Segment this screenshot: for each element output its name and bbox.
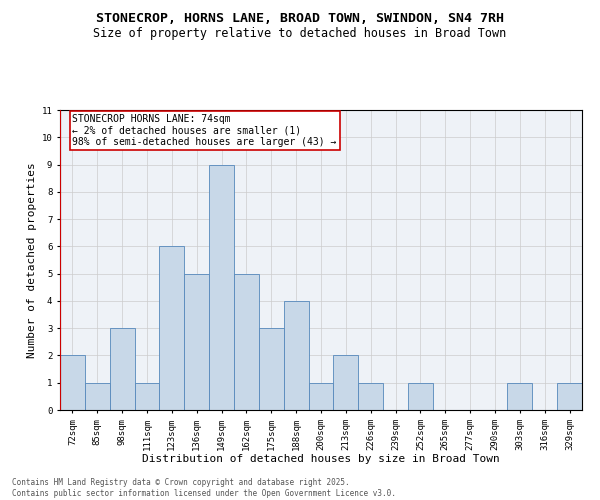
Bar (85, 382, 110, 410)
Bar (184, 274, 209, 410)
Bar (308, 382, 334, 410)
Bar (508, 382, 532, 410)
Y-axis label: Number of detached properties: Number of detached properties (28, 162, 37, 358)
Bar (134, 382, 160, 410)
Bar (284, 301, 308, 410)
Text: STONECROP HORNS LANE: 74sqm
← 2% of detached houses are smaller (1)
98% of semi-: STONECROP HORNS LANE: 74sqm ← 2% of deta… (73, 114, 337, 148)
Bar (408, 382, 433, 410)
Bar (334, 356, 358, 410)
Text: Size of property relative to detached houses in Broad Town: Size of property relative to detached ho… (94, 28, 506, 40)
Text: STONECROP, HORNS LANE, BROAD TOWN, SWINDON, SN4 7RH: STONECROP, HORNS LANE, BROAD TOWN, SWIND… (96, 12, 504, 26)
X-axis label: Distribution of detached houses by size in Broad Town: Distribution of detached houses by size … (142, 454, 500, 464)
Bar (209, 164, 234, 410)
Bar (60, 356, 85, 410)
Bar (110, 328, 134, 410)
Bar (358, 382, 383, 410)
Bar (557, 382, 582, 410)
Text: Contains HM Land Registry data © Crown copyright and database right 2025.
Contai: Contains HM Land Registry data © Crown c… (12, 478, 396, 498)
Bar (234, 274, 259, 410)
Bar (160, 246, 184, 410)
Bar (259, 328, 284, 410)
